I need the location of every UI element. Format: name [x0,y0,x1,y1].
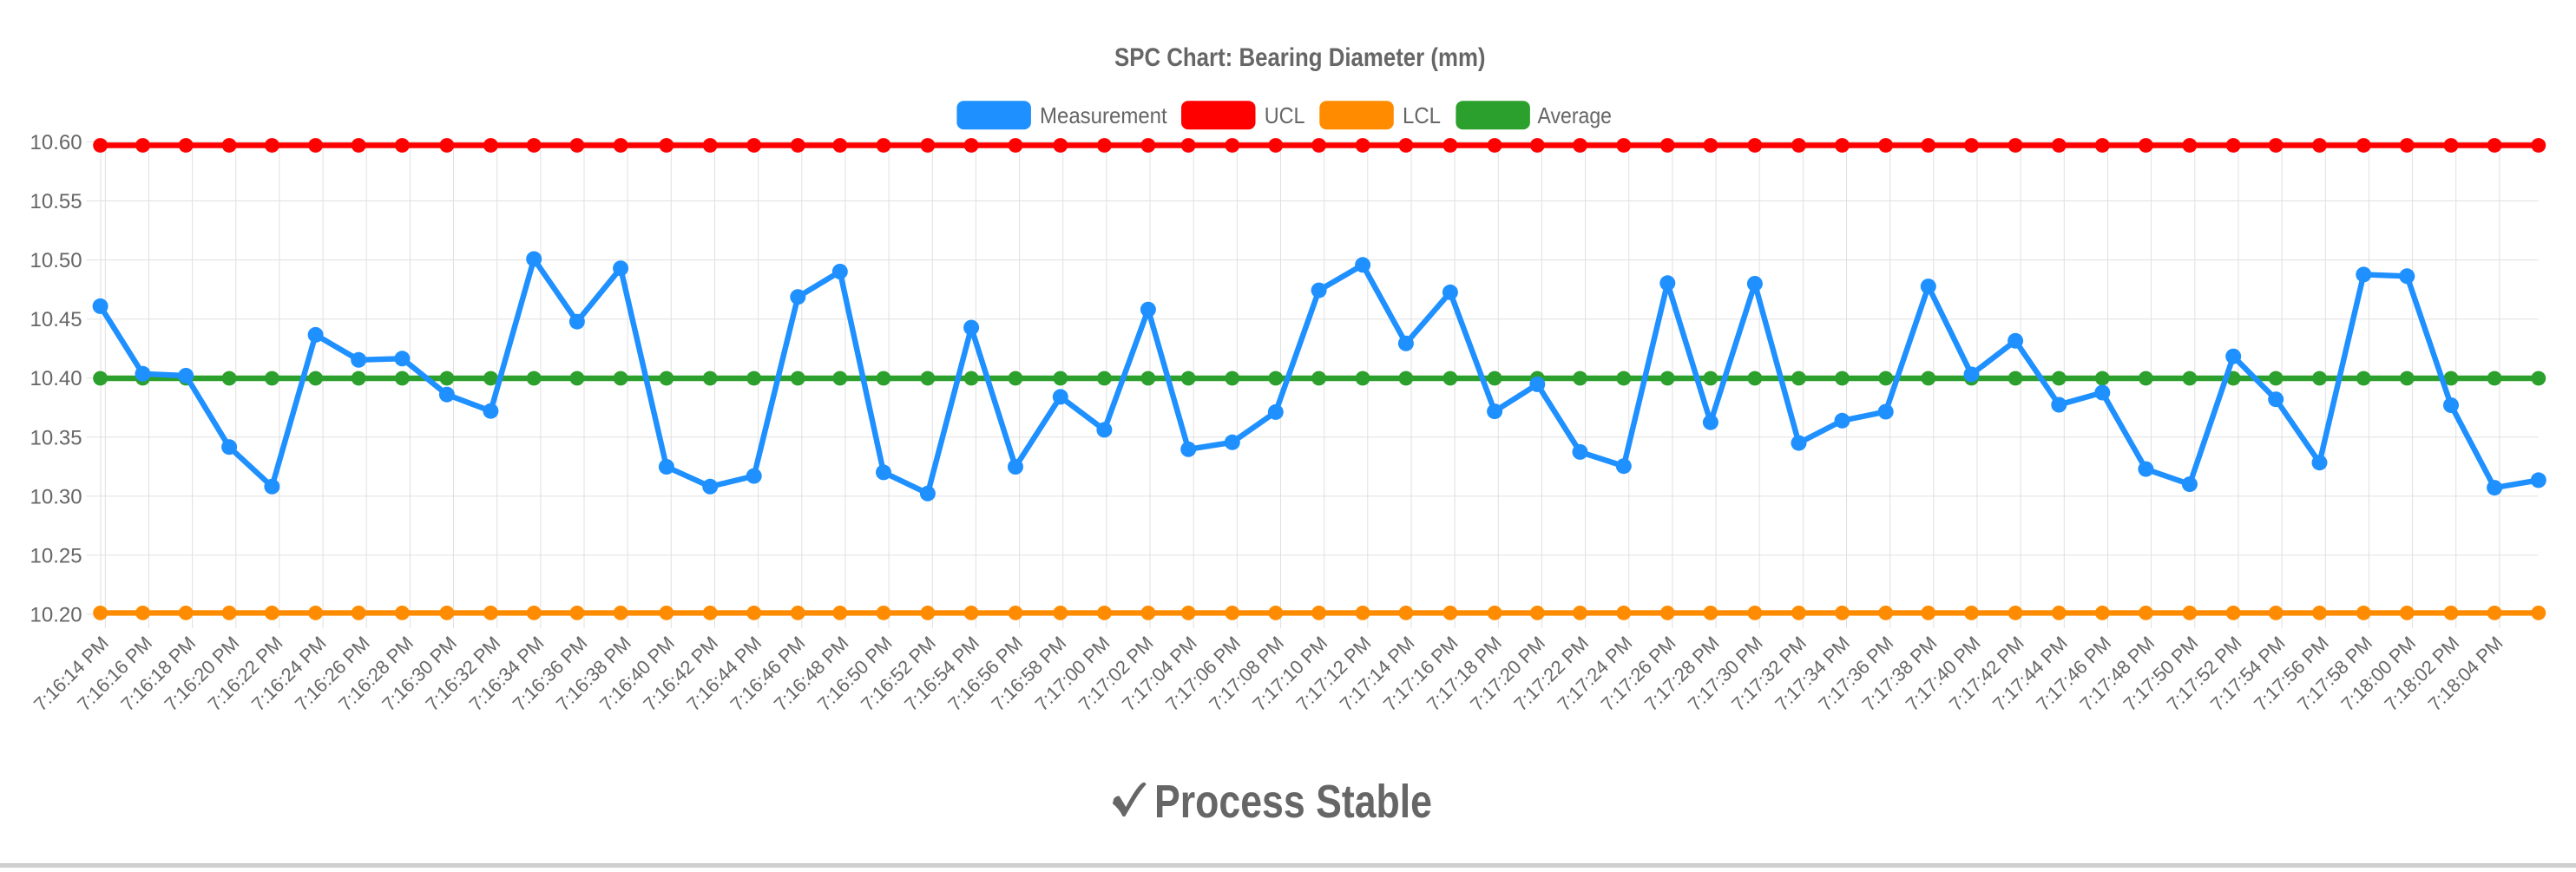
svg-text:Measurement: Measurement [1040,102,1167,128]
svg-text:10.40: 10.40 [30,367,82,390]
svg-text:10.50: 10.50 [30,249,82,272]
svg-text:LCL: LCL [1403,102,1441,128]
svg-text:10.45: 10.45 [30,308,82,331]
svg-text:10.30: 10.30 [30,485,82,508]
svg-text:10.60: 10.60 [30,131,82,154]
svg-text:10.55: 10.55 [30,190,82,213]
svg-text:Process Stable: Process Stable [1154,776,1432,828]
svg-text:UCL: UCL [1265,102,1305,128]
svg-text:10.20: 10.20 [30,604,82,627]
svg-text:Average: Average [1538,102,1613,128]
svg-text:10.35: 10.35 [30,426,82,449]
svg-text:SPC Chart: Bearing Diameter (m: SPC Chart: Bearing Diameter (mm) [1114,43,1486,72]
svg-text:10.25: 10.25 [30,544,82,567]
